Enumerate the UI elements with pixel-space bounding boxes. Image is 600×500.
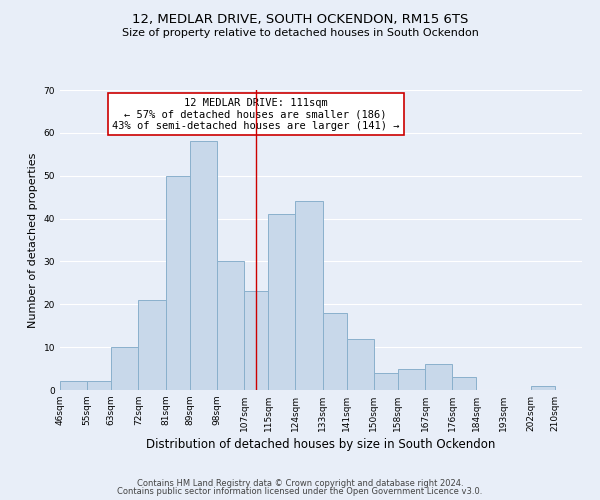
Bar (268, 214, 295, 390)
X-axis label: Distribution of detached houses by size in South Ockendon: Distribution of detached houses by size … (146, 438, 496, 451)
Text: 12 MEDLAR DRIVE: 111sqm
← 57% of detached houses are smaller (186)
43% of semi-d: 12 MEDLAR DRIVE: 111sqm ← 57% of detache… (112, 98, 400, 130)
Bar (398, 368, 425, 390)
Text: Contains HM Land Registry data © Crown copyright and database right 2024.: Contains HM Land Registry data © Crown c… (137, 478, 463, 488)
Y-axis label: Number of detached properties: Number of detached properties (28, 152, 38, 328)
Text: 12, MEDLAR DRIVE, SOUTH OCKENDON, RM15 6TS: 12, MEDLAR DRIVE, SOUTH OCKENDON, RM15 6… (132, 12, 468, 26)
Bar (323, 313, 347, 390)
Bar (87, 382, 111, 390)
Bar (244, 292, 268, 390)
Bar (217, 262, 244, 390)
Bar (425, 364, 452, 390)
Bar (139, 300, 166, 390)
Bar (347, 338, 374, 390)
Bar (60, 382, 87, 390)
Text: Size of property relative to detached houses in South Ockendon: Size of property relative to detached ho… (122, 28, 478, 38)
Bar (166, 176, 190, 390)
Bar (452, 377, 476, 390)
Text: Contains public sector information licensed under the Open Government Licence v3: Contains public sector information licen… (118, 487, 482, 496)
Bar (190, 142, 217, 390)
Bar (111, 347, 139, 390)
Bar (374, 373, 398, 390)
Bar (295, 202, 323, 390)
Bar (531, 386, 555, 390)
